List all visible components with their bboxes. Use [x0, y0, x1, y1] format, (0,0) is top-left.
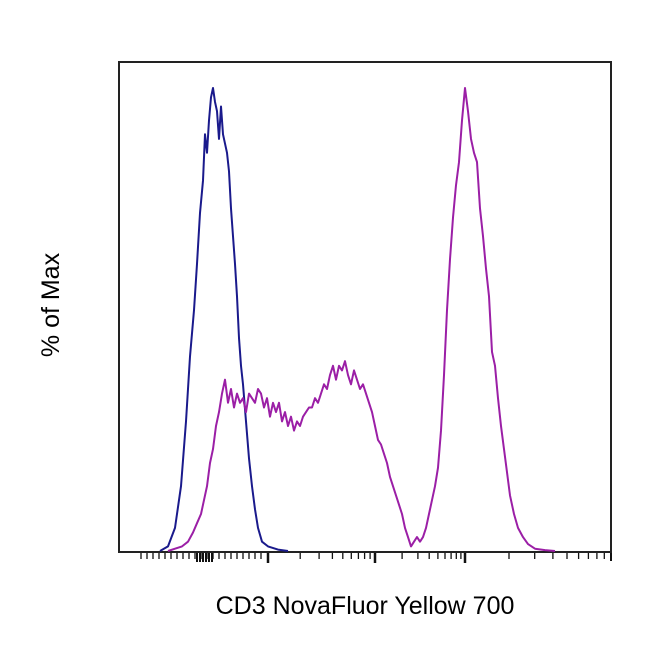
x-axis-label: CD3 NovaFluor Yellow 700	[215, 592, 515, 620]
control-histogram-line	[159, 87, 289, 552]
cd3-histogram-line	[167, 87, 556, 552]
y-axis-label: % of Max	[37, 252, 65, 358]
plot-frame	[118, 61, 612, 553]
x-axis-ticks	[140, 553, 612, 563]
